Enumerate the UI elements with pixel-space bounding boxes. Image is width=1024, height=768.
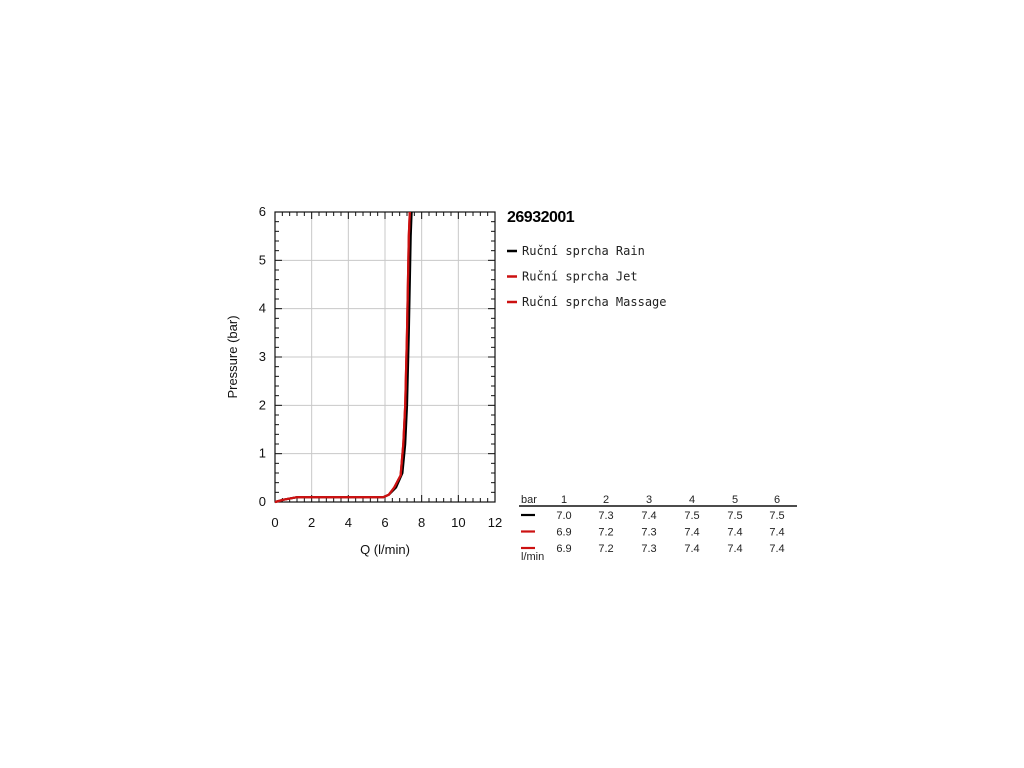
table-column-header: 2 — [603, 494, 609, 506]
x-tick-label: 10 — [451, 515, 465, 530]
chart-title: 26932001 — [507, 209, 575, 226]
y-tick-label: 5 — [259, 252, 266, 267]
table-column-header: 3 — [646, 494, 652, 506]
y-tick-label: 3 — [259, 349, 266, 364]
y-tick-labels: 0 1 2 3 4 5 6 — [259, 204, 266, 509]
x-tick-labels: 0 2 4 6 8 10 12 — [271, 515, 502, 530]
y-tick-label: 1 — [259, 446, 266, 461]
x-tick-label: 4 — [345, 515, 352, 530]
table-cell: 7.5 — [727, 510, 742, 522]
table-cell: 7.4 — [727, 527, 742, 539]
table-column-header: 4 — [689, 494, 695, 506]
table-cell: 7.0 — [556, 510, 571, 522]
y-tick-label: 0 — [259, 494, 266, 509]
minor-ticks — [274, 211, 496, 503]
legend: Ruční sprcha Rain Ruční sprcha Jet Ruční s… — [507, 244, 667, 309]
table-column-header: 1 — [561, 494, 567, 506]
table-cell: 7.4 — [769, 543, 784, 555]
table-cell: 7.4 — [641, 510, 656, 522]
flow-table: bar 1 2 3 4 5 6 7.0 7.3 7.4 7.5 7.5 7.5 6.9 7.2 7.3 7.4 7… — [519, 494, 797, 563]
table-cell: 7.5 — [769, 510, 784, 522]
legend-label: Ruční sprcha Jet — [522, 270, 638, 284]
table-cell: 7.3 — [641, 543, 656, 555]
x-tick-label: 2 — [308, 515, 315, 530]
table-cell: 7.4 — [769, 527, 784, 539]
table-cell: 7.4 — [684, 527, 699, 539]
table-cell: 7.3 — [641, 527, 656, 539]
table-column-header: 5 — [732, 494, 738, 506]
table-cell: 7.5 — [684, 510, 699, 522]
x-tick-label: 12 — [488, 515, 502, 530]
y-tick-label: 6 — [259, 204, 266, 219]
table-unit-label: l/min — [521, 551, 544, 563]
legend-label: Ruční sprcha Massage — [522, 295, 667, 309]
table-cell: 7.2 — [598, 543, 613, 555]
x-tick-label: 8 — [418, 515, 425, 530]
y-axis-label: Pressure (bar) — [225, 315, 240, 398]
table-cell: 7.4 — [727, 543, 742, 555]
table-cell: 7.2 — [598, 527, 613, 539]
table-cell: 7.3 — [598, 510, 613, 522]
y-tick-label: 2 — [259, 397, 266, 412]
table-header-label: bar — [521, 494, 537, 506]
x-tick-label: 0 — [271, 515, 278, 530]
table-column-header: 6 — [774, 494, 780, 506]
x-tick-label: 6 — [381, 515, 388, 530]
series-lines — [274, 211, 413, 504]
x-axis-label: Q (l/min) — [360, 542, 410, 557]
series-line-3 — [274, 211, 411, 504]
y-tick-label: 4 — [259, 301, 266, 316]
table-cell: 6.9 — [556, 527, 571, 539]
table-cell: 7.4 — [684, 543, 699, 555]
table-cell: 6.9 — [556, 543, 571, 555]
legend-label: Ruční sprcha Rain — [522, 244, 645, 258]
grid — [275, 212, 495, 502]
